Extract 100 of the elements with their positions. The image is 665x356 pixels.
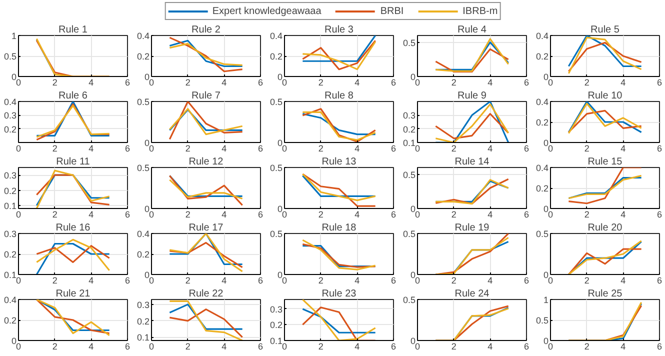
y-tick-label: 0.4 [536,97,549,107]
chart-title: Rule 14 [454,156,490,168]
x-tick-label: 2 [185,78,190,88]
chart-title: Rule 1 [58,24,88,36]
chart-title: Rule 10 [588,90,623,102]
y-tick-label: 0.4 [136,229,150,239]
chart-title: Rule 20 [588,222,623,234]
chart-title: Rule 19 [454,222,490,234]
y-tick-label: 0.2 [270,320,283,330]
x-tick-label: 2 [584,210,590,220]
x-tick-label: 2 [52,276,58,286]
x-tick-label: 6 [258,342,264,352]
y-tick-label: 0.4 [4,97,17,107]
y-tick-label: 0.5 [270,229,283,239]
x-tick-label: 4 [88,342,94,352]
y-tick-label: 0.5 [402,170,416,180]
x-tick-label: 4 [488,342,493,352]
x-tick-label: 2 [185,144,190,154]
x-tick-label: 4 [488,144,493,154]
chart-title: Rule 3 [324,24,354,36]
x-tick-label: 6 [524,210,530,220]
legend-label: Expert knowledgeawaaa [212,5,322,17]
x-tick-label: 4 [620,342,626,352]
x-tick-label: 2 [451,276,456,286]
x-tick-label: 2 [52,342,58,352]
chart-title: Rule 23 [322,288,357,300]
y-tick-label: 0.5 [136,163,150,173]
chart-title: Rule 11 [56,156,90,168]
x-tick-label: 6 [390,342,396,352]
x-tick-label: 6 [656,210,662,220]
y-tick-label: 0.3 [402,110,416,121]
x-tick-label: 6 [390,78,396,88]
x-tick-label: 6 [124,78,130,88]
x-tick-label: 6 [124,276,130,286]
x-tick-label: 2 [52,78,58,88]
chart-title: Rule 9 [458,90,487,102]
x-tick-label: 2 [584,144,590,154]
x-tick-label: 6 [524,144,530,154]
y-tick-label: 0.1 [402,138,416,148]
legend-label: BRBI [380,5,404,17]
x-tick-label: 4 [222,210,227,220]
x-tick-label: 4 [620,276,626,286]
y-tick-label: 0.2 [536,184,549,194]
x-tick-label: 2 [185,210,190,220]
chart-title: Rule 4 [458,24,487,36]
y-tick-label: 0.5 [4,52,17,62]
y-tick-label: 0.3 [4,170,17,181]
chart-title: Rule 13 [322,156,357,168]
chart-title: Rule 17 [188,222,224,234]
y-tick-label: 1 [11,31,17,41]
y-tick-label: 0.1 [4,270,17,280]
y-tick-label: 0.2 [4,124,17,134]
x-tick-label: 4 [88,78,94,88]
y-tick-label: 0.3 [270,304,283,314]
y-tick-label: 0.4 [136,31,150,41]
x-tick-label: 6 [524,276,530,286]
x-tick-label: 4 [620,210,626,220]
y-tick-label: 0.2 [136,250,150,260]
x-tick-label: 2 [451,342,456,352]
y-tick-label: 0.5 [402,38,416,48]
y-tick-label: 0.3 [136,300,150,310]
x-tick-label: 2 [52,144,58,154]
x-tick-label: 6 [390,276,396,286]
x-tick-label: 4 [222,144,227,154]
y-tick-label: 0.2 [402,124,416,134]
x-tick-label: 4 [620,78,626,88]
x-tick-label: 2 [584,78,590,88]
x-tick-label: 4 [488,78,493,88]
x-tick-label: 2 [318,342,324,352]
x-tick-label: 4 [354,342,360,352]
x-tick-label: 2 [318,78,324,88]
y-tick-label: 0.5 [402,229,416,239]
chart-title: Rule 21 [56,288,91,300]
x-tick-label: 4 [354,78,360,88]
x-tick-label: 2 [318,276,324,286]
x-tick-label: 6 [124,342,130,352]
y-tick-label: 0.1 [270,336,283,346]
x-tick-label: 4 [88,276,94,286]
chart-title: Rule 18 [322,222,357,234]
y-tick-label: 0.4 [4,295,17,305]
x-tick-label: 6 [524,78,530,88]
x-tick-label: 6 [656,144,662,154]
chart-title: Rule 12 [188,156,224,168]
y-tick-label: 0.5 [270,97,283,107]
legend-label: IBRB-m [462,5,498,17]
x-tick-label: 6 [258,210,264,220]
x-tick-label: 6 [656,78,662,88]
y-tick-label: 0.3 [4,229,17,239]
x-tick-label: 4 [354,210,360,220]
chart-title: Rule 22 [188,288,224,300]
y-tick-label: 0.1 [4,200,17,211]
chart-title: Rule 7 [192,90,221,102]
x-tick-label: 4 [354,144,360,154]
x-tick-label: 6 [124,144,130,154]
x-tick-label: 6 [258,78,264,88]
y-tick-label: 1 [543,295,549,305]
x-tick-label: 4 [222,78,227,88]
x-tick-label: 4 [88,144,94,154]
chart-title: Rule 8 [324,90,354,102]
x-tick-label: 2 [52,210,58,220]
